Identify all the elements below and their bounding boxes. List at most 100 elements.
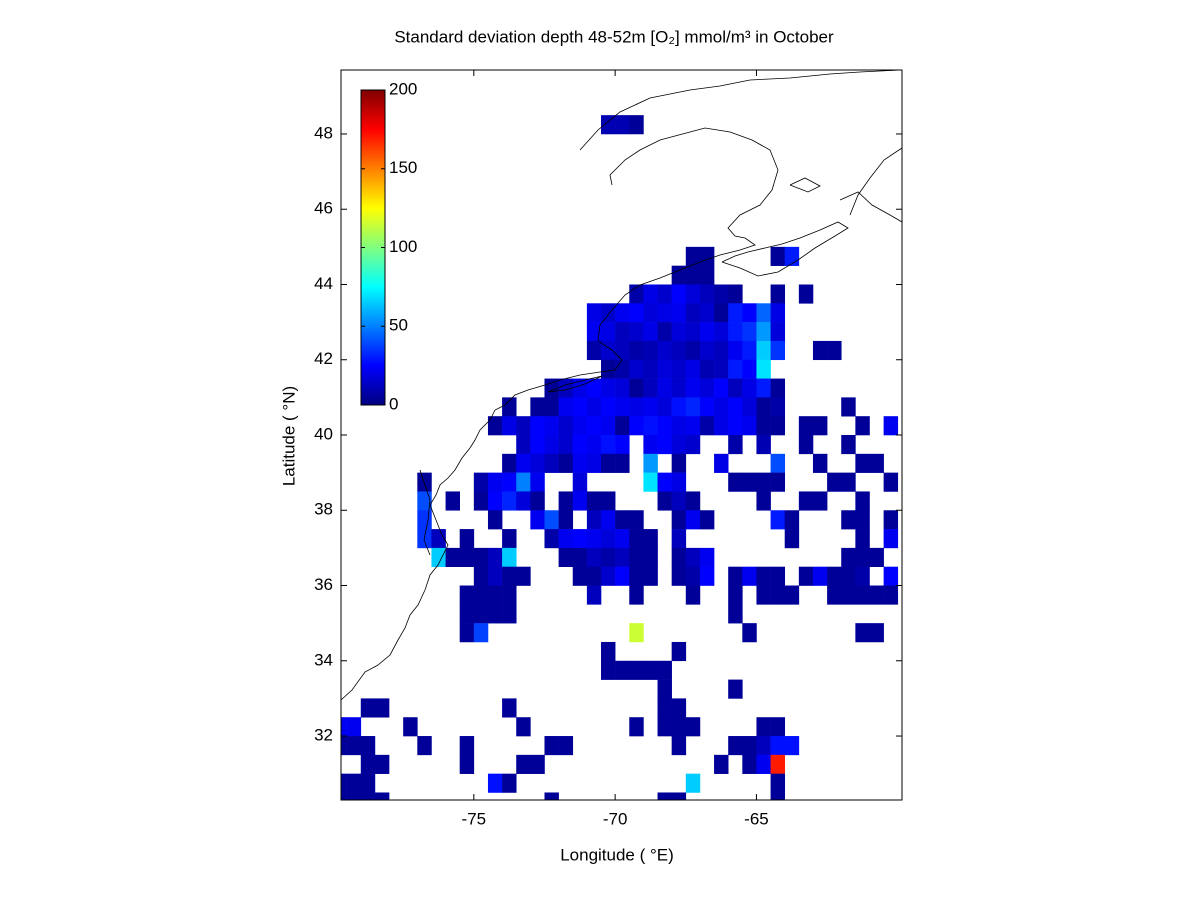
colorbar-tick-label: 0	[389, 394, 398, 413]
heatmap-cell	[558, 453, 574, 473]
heatmap-cell	[629, 115, 644, 135]
heatmap-cell	[544, 736, 559, 756]
heatmap-cell	[615, 322, 630, 342]
heatmap-cell	[643, 453, 658, 473]
heatmap-cell	[341, 736, 347, 756]
coastline-pei	[789, 177, 821, 193]
heatmap-cell	[841, 472, 856, 492]
heatmap-cell	[558, 416, 574, 436]
heatmap-cell	[473, 491, 489, 511]
heatmap-cell	[657, 322, 672, 342]
colorbar-tick-label: 150	[389, 158, 417, 177]
heatmap-cell	[643, 359, 658, 379]
heatmap-cell	[812, 453, 828, 473]
heatmap-cell	[643, 397, 658, 417]
heatmap-cell	[699, 246, 715, 266]
heatmap-cell	[615, 453, 630, 473]
heatmap-cell	[643, 472, 658, 492]
heatmap-cell	[374, 754, 390, 774]
heatmap-cell	[671, 322, 687, 342]
heatmap-cell	[586, 529, 602, 549]
heatmap-cell	[572, 435, 588, 455]
heatmap-cell	[742, 754, 757, 774]
heatmap-cell	[643, 322, 658, 342]
heatmap-cell	[558, 510, 574, 530]
heatmap-cell	[685, 303, 701, 323]
heatmap-cell	[586, 435, 602, 455]
heatmap-cell	[671, 547, 687, 568]
heatmap-cell	[855, 529, 870, 549]
y-tick-label: 36	[314, 575, 333, 594]
heatmap-cell	[502, 491, 517, 511]
heatmap-cell	[685, 717, 701, 737]
axes: -75 -70 -65 32 34 36 38 40 42 44 46 48	[314, 70, 902, 828]
heatmap-cell	[883, 566, 899, 586]
heatmap-cell	[756, 416, 771, 436]
heatmap-cell	[770, 340, 786, 361]
heatmap-cell	[714, 303, 729, 323]
heatmap-cell	[699, 510, 715, 530]
heatmap-cell	[615, 660, 630, 680]
heatmap-cell	[699, 322, 715, 342]
heatmap-cell	[714, 397, 729, 417]
heatmap-cell	[502, 472, 517, 492]
heatmap-cell	[728, 679, 743, 699]
heatmap-cell	[544, 416, 559, 436]
heatmap-cell	[417, 472, 432, 492]
heatmap-cell	[586, 453, 602, 473]
heatmap-cell	[558, 529, 574, 549]
heatmap-cell	[657, 717, 672, 737]
x-tick-label: -75	[462, 809, 487, 828]
heatmap-cell	[615, 303, 630, 323]
heatmap-cell	[341, 792, 347, 800]
heatmap-cell	[756, 378, 771, 398]
heatmap-cell	[615, 510, 630, 530]
heatmap-cell	[671, 340, 687, 361]
heatmap-cell	[699, 547, 715, 568]
heatmap-cell	[459, 529, 475, 549]
heatmap-cell	[586, 378, 602, 398]
heatmap-cell	[586, 566, 602, 586]
heatmap-cell	[756, 472, 771, 492]
heatmap-cell	[473, 566, 489, 586]
heatmap-cell	[601, 547, 616, 568]
heatmap-cell	[643, 547, 658, 568]
heatmap-cell	[841, 585, 856, 605]
heatmap-cell	[728, 736, 743, 756]
heatmap-cell	[643, 378, 658, 398]
heatmap-cell	[671, 529, 687, 549]
heatmap-cell	[883, 529, 899, 549]
heatmap-cell	[714, 453, 729, 473]
heatmap-cell	[502, 397, 517, 417]
heatmap-cell	[657, 378, 672, 398]
heatmap-cell	[360, 736, 376, 756]
heatmap-cell	[558, 736, 574, 756]
heatmap-cell	[827, 340, 842, 361]
heatmap-cell	[671, 397, 687, 417]
heatmap-cell	[615, 435, 630, 455]
heatmap-cell	[586, 303, 602, 323]
y-tick-label: 40	[314, 424, 333, 443]
heatmap-cell	[530, 754, 545, 774]
heatmap-cell	[685, 246, 701, 266]
heatmap-cell	[770, 416, 786, 436]
heatmap-cell	[572, 416, 588, 436]
heatmap-cell	[459, 736, 475, 756]
heatmap-cell	[657, 472, 672, 492]
heatmap-cell	[841, 566, 856, 586]
heatmap-cell	[346, 717, 362, 737]
heatmap-cell	[544, 378, 559, 398]
heatmap-cell	[770, 378, 786, 398]
heatmap-cell	[629, 284, 644, 304]
heatmap-cell	[502, 416, 517, 436]
heatmap-cell	[601, 660, 616, 680]
heatmap-cell	[671, 378, 687, 398]
heatmap-cell	[530, 453, 545, 473]
heatmap-cell	[360, 773, 376, 793]
heatmap-cell	[699, 303, 715, 323]
heatmap-cell	[770, 510, 786, 530]
heatmap-cell	[756, 303, 771, 323]
heatmap-cell	[544, 453, 559, 473]
heatmap-cell	[516, 754, 531, 774]
